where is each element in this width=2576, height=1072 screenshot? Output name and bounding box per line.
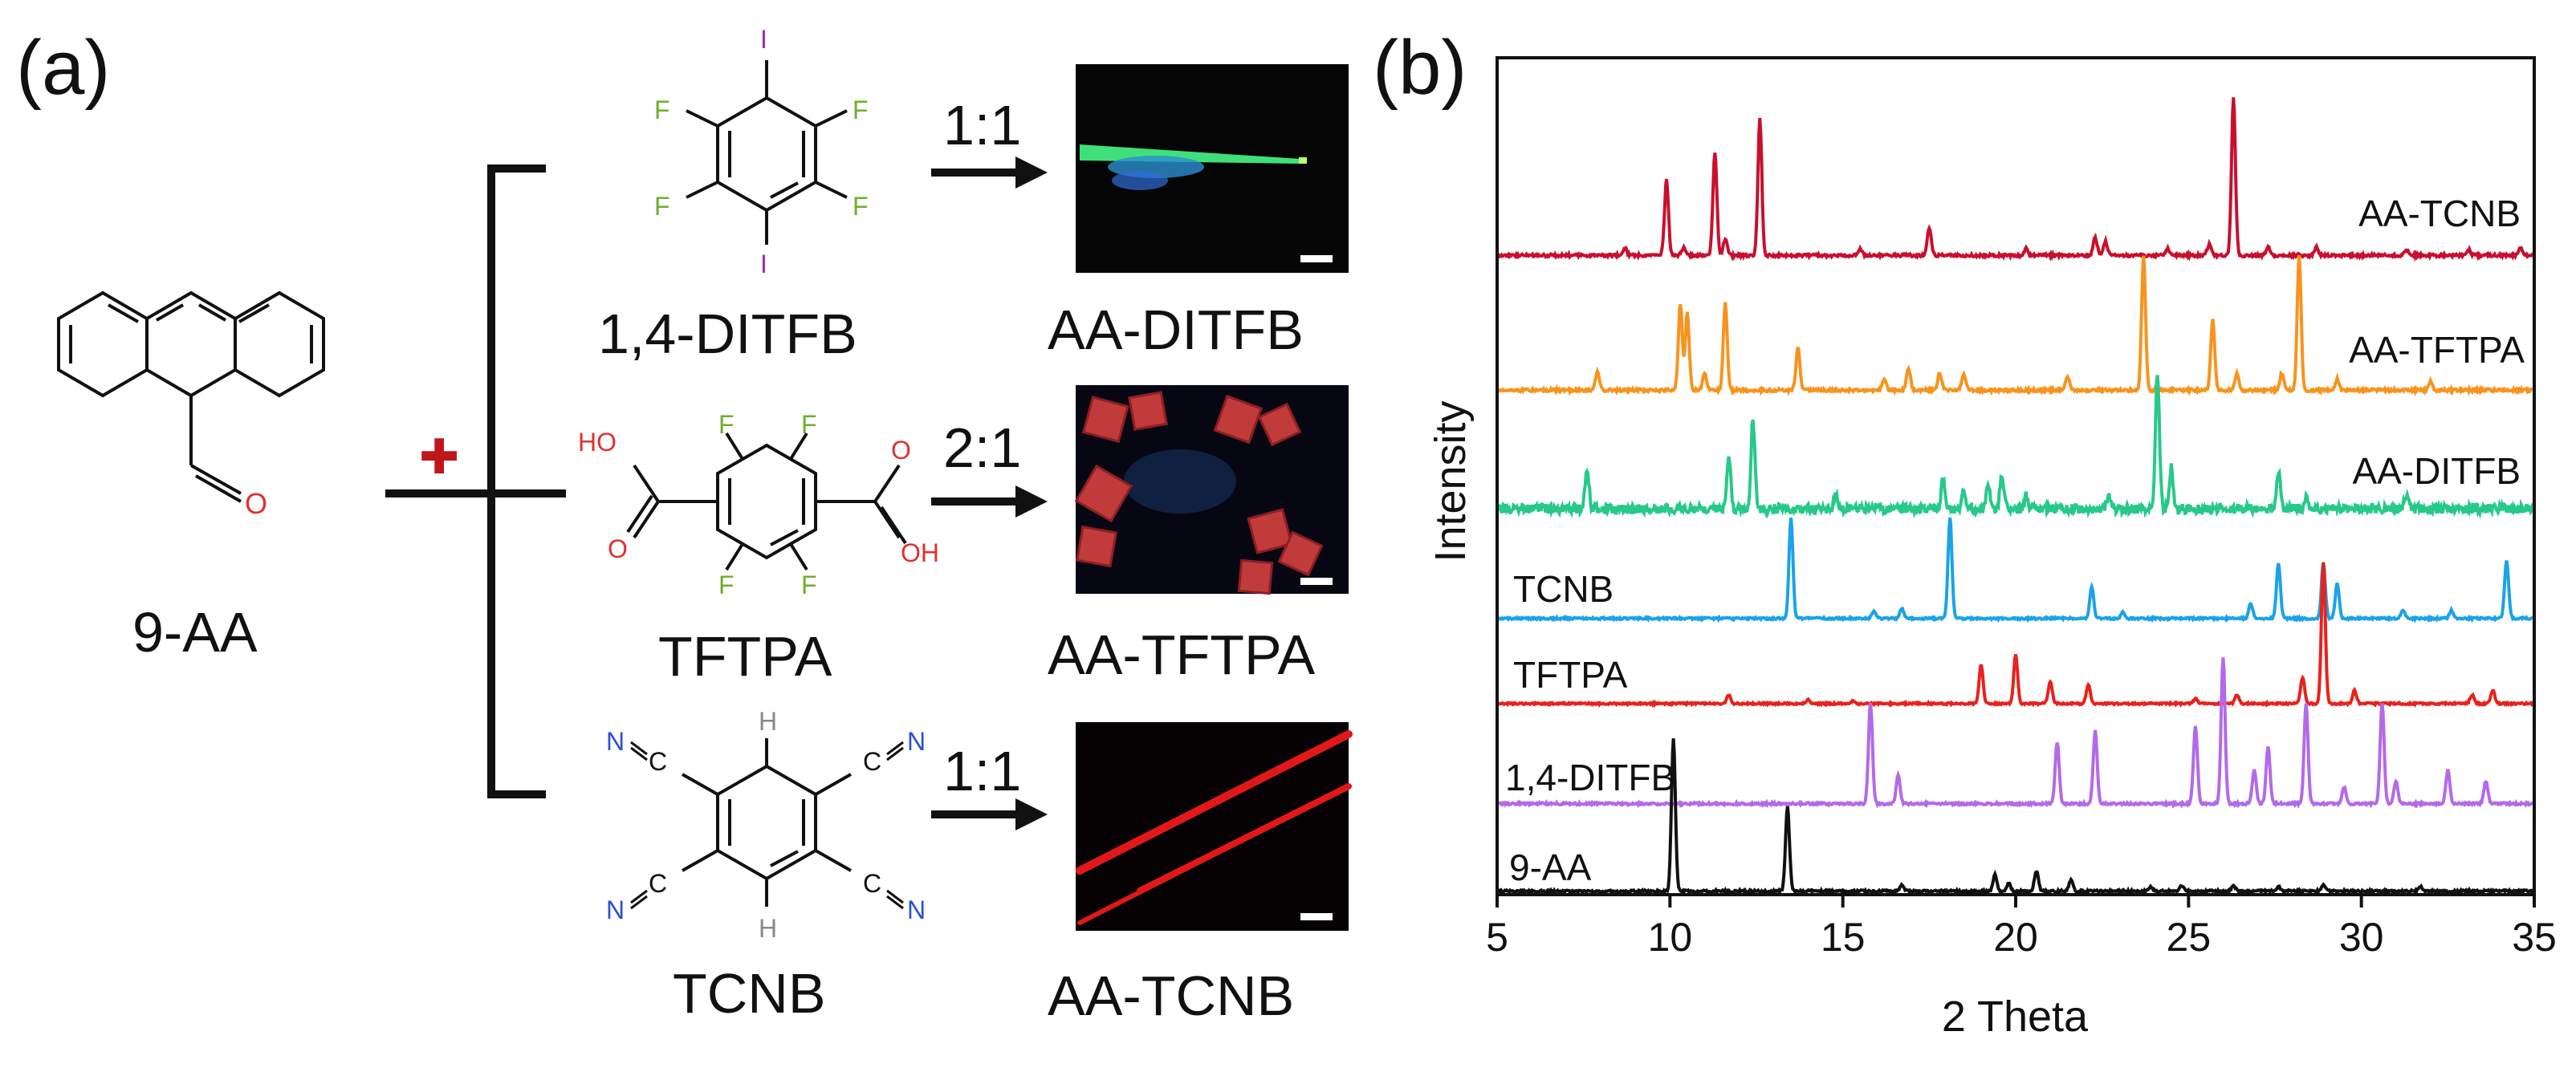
atom-c-tl: C bbox=[649, 747, 667, 776]
plot-traces bbox=[1496, 97, 2536, 897]
molecule-tftpa bbox=[626, 432, 907, 571]
molecule-9-aa bbox=[57, 290, 325, 503]
trace-tftpa bbox=[1496, 562, 2536, 709]
micrograph-aa-tftpa bbox=[1074, 385, 1349, 595]
atom-f-tr: F bbox=[853, 95, 869, 124]
coformer-name-tftpa: TFTPA bbox=[658, 625, 832, 688]
y-axis-title: Intensity bbox=[1426, 400, 1475, 562]
product-name-ditfb: AA-DITFB bbox=[1048, 298, 1304, 361]
atom-f-bl: F bbox=[654, 192, 670, 221]
x-tick-label: 35 bbox=[2512, 915, 2557, 960]
atom-n-tr: N bbox=[907, 727, 926, 756]
branch-bracket bbox=[487, 164, 546, 798]
product-name-tcnb: AA-TCNB bbox=[1048, 964, 1294, 1027]
molecule-tcnb bbox=[682, 738, 852, 907]
x-tick-label: 25 bbox=[2167, 915, 2212, 960]
panel-b-label: (b) bbox=[1373, 25, 1467, 111]
atom-ho: HO bbox=[578, 428, 617, 457]
coformer-name-ditfb: 1,4-DITFB bbox=[598, 303, 857, 365]
x-axis-ticks: 5 10 15 20 25 30 35 bbox=[1486, 895, 2557, 960]
anthracene-right-ring bbox=[234, 290, 325, 398]
reactant-name: 9-AA bbox=[132, 601, 258, 664]
ratio-tcnb: 1:1 bbox=[943, 740, 1021, 802]
plus-icon: ✚ bbox=[419, 430, 459, 484]
trace-label-aa-ditfb: AA-DITFB bbox=[2352, 450, 2521, 492]
atom-c-br: C bbox=[863, 869, 881, 898]
atom-c-bl: C bbox=[649, 869, 667, 898]
ratio-tftpa: 2:1 bbox=[943, 416, 1021, 479]
molecule-1-4-ditfb bbox=[686, 60, 848, 245]
atom-i-bottom: I bbox=[760, 250, 767, 278]
coformer-name-tcnb: TCNB bbox=[673, 962, 826, 1025]
x-axis-title: 2 Theta bbox=[1942, 993, 2089, 1041]
trace-aa-tftpa bbox=[1496, 255, 2536, 397]
atom-o-9aa: O bbox=[245, 487, 267, 520]
reaction-scheme: O 9-AA ✚ I I F F F F 1,4-DITFB F F F F bbox=[57, 25, 1353, 1027]
atom-o-left: O bbox=[608, 534, 628, 563]
atom-c-tr: C bbox=[863, 747, 881, 776]
trace-label-aa-tcnb: AA-TCNB bbox=[2358, 193, 2521, 234]
trace-label-tftpa: TFTPA bbox=[1513, 654, 1628, 696]
ratio-ditfb: 1:1 bbox=[943, 94, 1021, 156]
atom-f-tl: F bbox=[654, 95, 670, 124]
arrow-tftpa bbox=[931, 485, 1048, 518]
trace-aa-ditfb bbox=[1496, 375, 2536, 519]
atom-f-2: F bbox=[801, 410, 817, 439]
atom-n-tl: N bbox=[606, 727, 625, 756]
atom-f-3: F bbox=[718, 571, 735, 599]
trace-label-aa-tftpa: AA-TFTPA bbox=[2349, 329, 2525, 371]
scale-bar-tftpa bbox=[1300, 578, 1333, 585]
panel-a-label: (a) bbox=[16, 25, 111, 111]
atom-n-bl: N bbox=[606, 895, 625, 924]
trace-9-aa bbox=[1496, 738, 2535, 897]
product-name-tftpa: AA-TFTPA bbox=[1048, 623, 1315, 686]
trace-label-1-4-ditfb: 1,4-DITFB bbox=[1505, 757, 1675, 798]
trace-tcnb bbox=[1497, 517, 2536, 623]
arrow-ditfb bbox=[931, 156, 1048, 189]
atom-h-top: H bbox=[759, 707, 777, 736]
atom-o-right: O bbox=[891, 436, 911, 465]
atom-f-1: F bbox=[718, 410, 735, 439]
x-tick-label: 5 bbox=[1486, 915, 1508, 960]
scale-bar-tcnb bbox=[1300, 913, 1333, 920]
x-tick-label: 30 bbox=[2339, 915, 2384, 960]
x-tick-label: 10 bbox=[1648, 915, 1693, 960]
trace-label-tcnb: TCNB bbox=[1513, 568, 1614, 610]
trace-labels: AA-TCNB AA-TFTPA AA-DITFB TCNB TFTPA 1,4-DITF… bbox=[1505, 193, 2525, 888]
x-tick-label: 20 bbox=[1993, 915, 2038, 960]
atom-oh: OH bbox=[901, 538, 939, 567]
atom-f-br: F bbox=[853, 192, 869, 221]
atom-h-bottom: H bbox=[759, 914, 777, 943]
trace-aa-tcnb bbox=[1496, 97, 2535, 262]
trace-label-9-aa: 9-AA bbox=[1509, 847, 1592, 888]
arrow-tcnb bbox=[931, 798, 1048, 830]
scale-bar-ditfb bbox=[1300, 255, 1333, 262]
atom-n-br: N bbox=[907, 895, 926, 924]
atom-i-top: I bbox=[760, 25, 767, 54]
x-tick-label: 15 bbox=[1821, 915, 1866, 960]
atom-f-4: F bbox=[801, 571, 817, 599]
micrograph-aa-tcnb bbox=[1076, 722, 1353, 931]
micrograph-aa-ditfb bbox=[1076, 64, 1349, 273]
